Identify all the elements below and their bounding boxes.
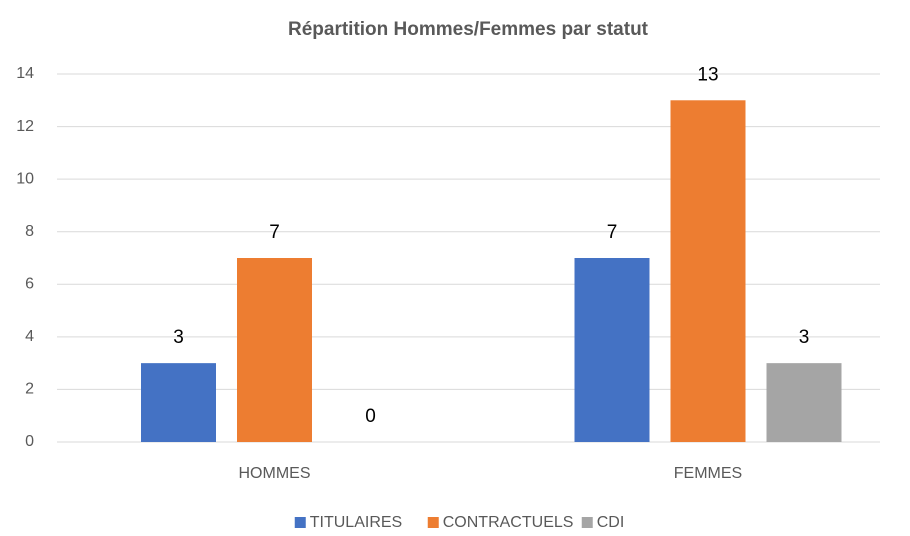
bar [237,258,312,442]
data-label: 0 [365,406,376,427]
y-tick-label: 12 [16,118,34,135]
y-tick-label: 0 [25,433,34,450]
legend-label: TITULAIRES [310,514,402,531]
y-tick-label: 4 [25,328,34,345]
legend-swatch [294,517,306,528]
legend-swatch [581,517,593,528]
y-tick-label: 8 [25,223,34,240]
x-tick-label: HOMMES [239,465,311,482]
data-label: 3 [799,327,810,348]
y-tick-label: 2 [25,381,34,398]
data-label: 13 [697,64,718,85]
data-label: 7 [607,222,618,243]
legend-label: CDI [597,514,625,531]
y-tick-label: 6 [25,276,34,293]
bar [670,100,746,443]
data-label: 7 [269,222,280,243]
legend-label: CONTRACTUELS [443,514,574,531]
y-tick-label: 10 [16,170,34,187]
bar [574,258,650,442]
data-label: 3 [173,327,184,348]
y-tick-label: 14 [16,65,34,82]
x-tick-label: FEMMES [674,465,742,482]
legend-swatch [427,517,439,528]
bar [141,363,216,442]
chart-title: Répartition Hommes/Femmes par statut [288,19,649,40]
bar [766,363,842,442]
